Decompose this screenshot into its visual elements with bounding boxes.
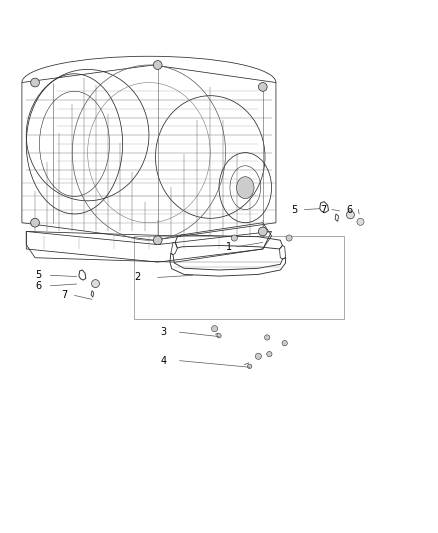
Text: 3: 3 — [160, 327, 166, 337]
Circle shape — [267, 351, 272, 357]
Text: 6: 6 — [346, 205, 353, 215]
Circle shape — [286, 235, 292, 241]
Ellipse shape — [237, 177, 254, 199]
Circle shape — [92, 280, 99, 287]
Text: 7: 7 — [62, 290, 68, 301]
Circle shape — [247, 364, 252, 368]
Text: 5: 5 — [292, 205, 298, 215]
Circle shape — [282, 341, 287, 346]
Circle shape — [357, 219, 364, 225]
Circle shape — [153, 61, 162, 69]
Circle shape — [346, 211, 354, 219]
Circle shape — [258, 83, 267, 91]
Text: 2: 2 — [134, 272, 140, 282]
Text: 1: 1 — [226, 242, 232, 252]
Text: 7: 7 — [320, 205, 326, 215]
Circle shape — [212, 326, 218, 332]
Circle shape — [31, 219, 39, 227]
Circle shape — [231, 235, 237, 241]
Circle shape — [153, 236, 162, 245]
Circle shape — [31, 78, 39, 87]
Text: 4: 4 — [160, 356, 166, 366]
Circle shape — [265, 335, 270, 340]
Text: 6: 6 — [35, 281, 42, 291]
Circle shape — [255, 353, 261, 359]
Text: 5: 5 — [35, 270, 42, 280]
Circle shape — [217, 334, 221, 338]
Circle shape — [258, 227, 267, 236]
